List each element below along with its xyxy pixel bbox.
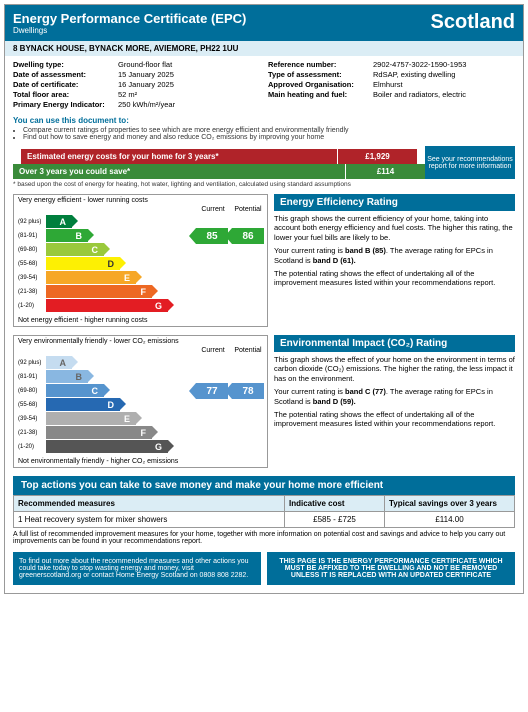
eir-text: Environmental Impact (CO₂) Rating This g…	[274, 335, 515, 468]
usage-title: You can use this document to:	[13, 116, 515, 125]
eir-chart: Very environmentally friendly - lower CO…	[13, 335, 268, 468]
band-row: (21-38)F	[16, 285, 265, 298]
footer: To find out more about the recommended m…	[5, 548, 523, 593]
eir-section: Very environmentally friendly - lower CO…	[5, 331, 523, 472]
footer-right: THIS PAGE IS THE ENERGY PERFORMANCE CERT…	[267, 552, 515, 585]
eer-section: Very energy efficient - lower running co…	[5, 190, 523, 331]
prop-row: Date of assessment:15 January 2025	[13, 70, 260, 79]
eer-text: Energy Efficiency Rating This graph show…	[274, 194, 515, 327]
band-row: (55-68)D	[16, 257, 265, 270]
usage-bullet: Compare current ratings of properties to…	[23, 127, 515, 134]
prop-row: Date of certificate:16 January 2025	[13, 80, 260, 89]
address: 8 BYNACK HOUSE, BYNACK MORE, AVIEMORE, P…	[5, 41, 523, 56]
band-row: (1-20)G	[16, 440, 265, 453]
doc-title: Energy Performance Certificate (EPC)	[13, 11, 246, 26]
band-row: (81-91)B	[16, 370, 265, 383]
actions-title: Top actions you can take to save money a…	[13, 476, 515, 495]
prop-row: Reference number:2902-4757-3022-1590-195…	[268, 60, 515, 69]
band-row: (92 plus)A	[16, 356, 265, 369]
usage-bullet: Find out how to save energy and money an…	[23, 134, 515, 141]
eir-potential-ptr: 78	[232, 383, 264, 399]
properties: Dwelling type:Ground-floor flatDate of a…	[5, 56, 523, 114]
footer-left: To find out more about the recommended m…	[13, 552, 261, 585]
band-row: (92 plus)A	[16, 215, 265, 228]
band-row: (55-68)D	[16, 398, 265, 411]
prop-row: Dwelling type:Ground-floor flat	[13, 60, 260, 69]
actions-table: Recommended measures Indicative cost Typ…	[13, 495, 515, 528]
band-row: (39-54)E	[16, 271, 265, 284]
see-recommendations: See your recommendations report for more…	[425, 146, 515, 179]
footnote: * based upon the cost of energy for heat…	[5, 179, 523, 190]
eer-chart: Very energy efficient - lower running co…	[13, 194, 268, 327]
prop-row: Primary Energy Indicator:250 kWh/m²/year	[13, 100, 260, 109]
full-list-note: A full list of recommended improvement m…	[5, 528, 523, 548]
usage: You can use this document to: Compare cu…	[5, 114, 523, 143]
band-row: (1-20)G	[16, 299, 265, 312]
band-row: (69-80)C	[16, 243, 265, 256]
prop-row: Type of assessment:RdSAP, existing dwell…	[268, 70, 515, 79]
eer-current-ptr: 85	[196, 228, 228, 244]
cost-savings: Over 3 years you could save* £114	[13, 164, 425, 179]
band-row: (39-54)E	[16, 412, 265, 425]
table-row: 1 Heat recovery system for mixer showers…	[14, 512, 515, 528]
eer-potential-ptr: 86	[232, 228, 264, 244]
epc-page: Energy Performance Certificate (EPC) Dwe…	[4, 4, 524, 594]
band-row: (21-38)F	[16, 426, 265, 439]
prop-row: Main heating and fuel:Boiler and radiato…	[268, 90, 515, 99]
cost-estimated: Estimated energy costs for your home for…	[21, 149, 417, 164]
doc-subtitle: Dwellings	[13, 26, 246, 35]
prop-row: Total floor area:52 m²	[13, 90, 260, 99]
header: Energy Performance Certificate (EPC) Dwe…	[5, 5, 523, 41]
eir-current-ptr: 77	[196, 383, 228, 399]
region: Scotland	[431, 11, 515, 34]
prop-row: Approved Organisation:Elmhurst	[268, 80, 515, 89]
